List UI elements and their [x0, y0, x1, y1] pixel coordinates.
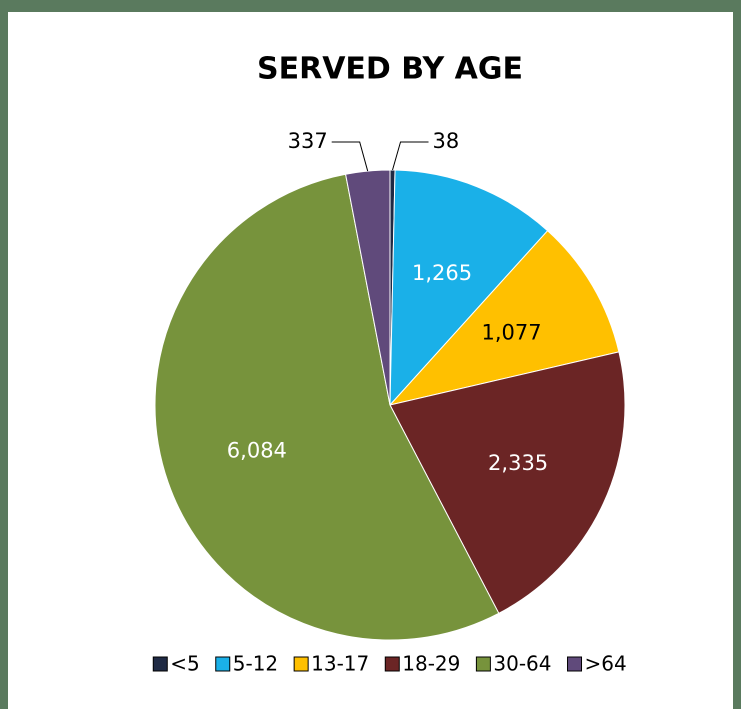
pie-slice	[154, 173, 500, 641]
legend-swatch	[384, 656, 400, 672]
data-label: 38	[433, 129, 460, 153]
legend-label: 13-17	[311, 652, 369, 676]
legend-swatch	[152, 656, 168, 672]
legend-swatch	[475, 656, 491, 672]
pie-slice	[389, 351, 626, 614]
legend-swatch	[567, 656, 583, 672]
legend-label: 5-12	[233, 652, 278, 676]
legend-label: >64	[585, 652, 627, 676]
pie-slice	[389, 169, 549, 407]
legend-swatch	[293, 656, 309, 672]
legend-label: <5	[170, 652, 199, 676]
data-label: 1,265	[412, 261, 472, 285]
legend-label: 30-64	[493, 652, 551, 676]
data-label: 337	[288, 129, 328, 153]
data-label: 6,084	[227, 438, 287, 462]
legend-label: 18-29	[402, 652, 460, 676]
data-label: 2,335	[488, 451, 548, 475]
pie-slice	[388, 229, 620, 406]
data-label: 1,077	[481, 321, 541, 345]
leader-line	[392, 141, 429, 171]
chart-title: SERVED BY AGE	[257, 52, 523, 87]
legend-swatch	[215, 656, 231, 672]
leader-line	[331, 141, 369, 172]
